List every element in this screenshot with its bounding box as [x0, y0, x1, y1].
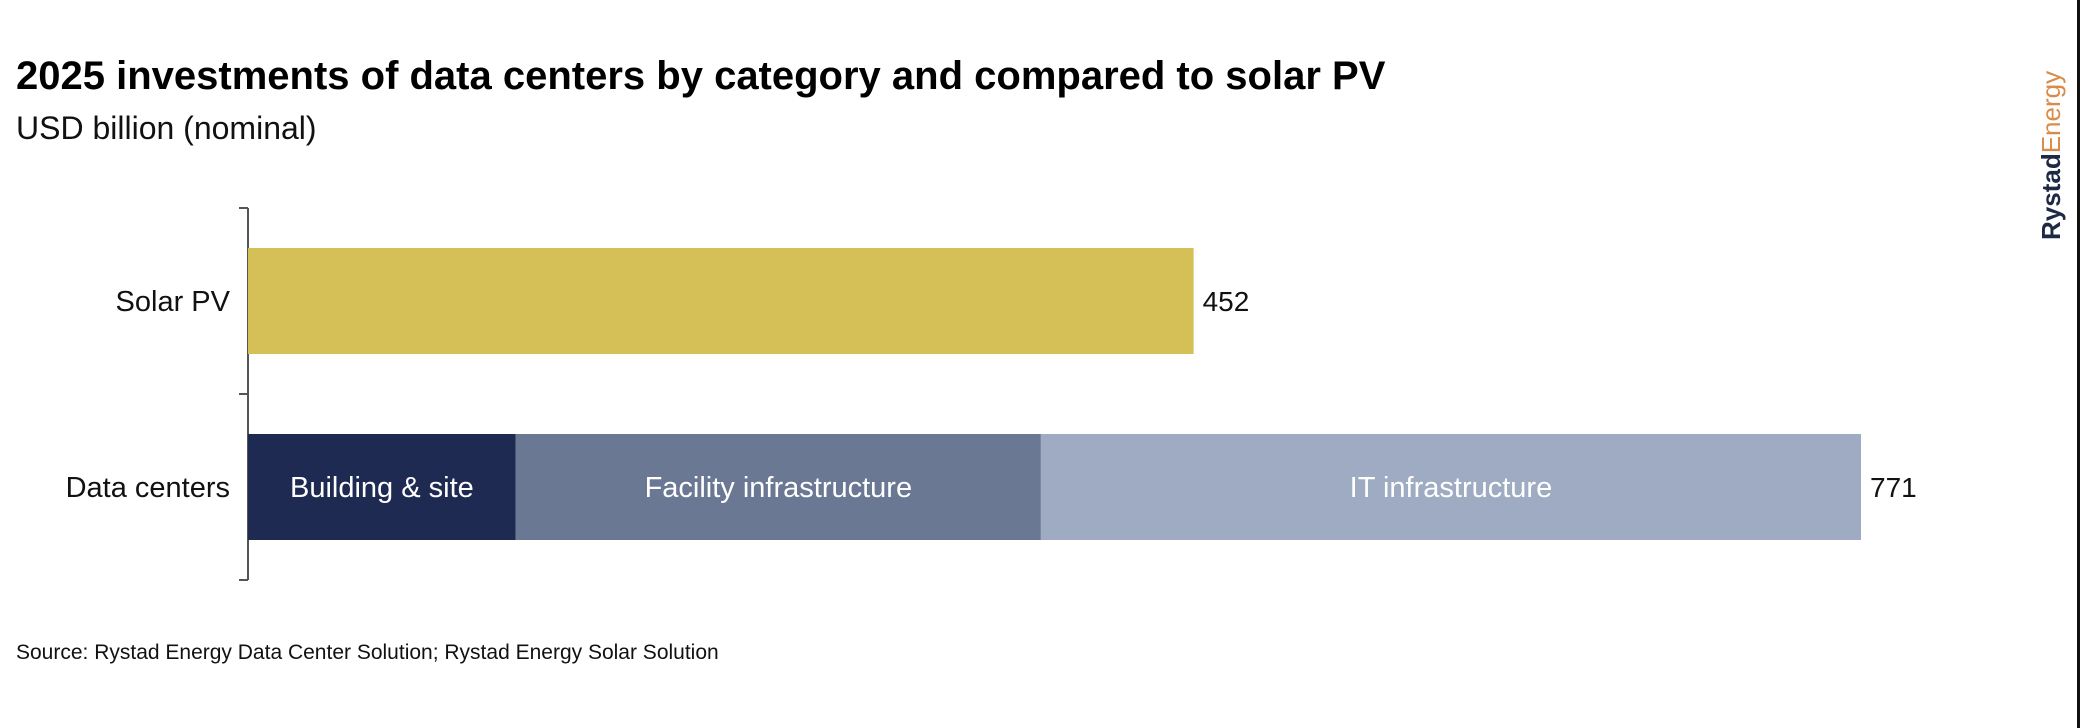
segment-label: Building & site — [290, 472, 474, 504]
bar-segment — [248, 248, 1194, 354]
chart-title: 2025 investments of data centers by cate… — [16, 54, 1386, 98]
segment-label: Facility infrastructure — [645, 472, 913, 504]
bar-segment — [1040, 434, 1861, 540]
segment-label: IT infrastructure — [1350, 472, 1553, 504]
right-edge-divider — [2077, 0, 2080, 728]
logo-part-2: Energy — [2036, 70, 2066, 154]
category-label: Data centers — [66, 472, 230, 504]
source-note: Source: Rystad Energy Data Center Soluti… — [16, 641, 719, 664]
rystad-energy-logo: RystadEnergy — [2036, 71, 2067, 240]
logo-part-1: Rystad — [2036, 153, 2066, 240]
bar-segment — [248, 434, 516, 540]
category-label: Solar PV — [116, 286, 231, 318]
chart-subtitle: USD billion (nominal) — [16, 110, 317, 146]
bar-total-label: 771 — [1870, 472, 1917, 503]
bar-segment — [515, 434, 1041, 540]
bar-total-label: 452 — [1203, 286, 1250, 317]
